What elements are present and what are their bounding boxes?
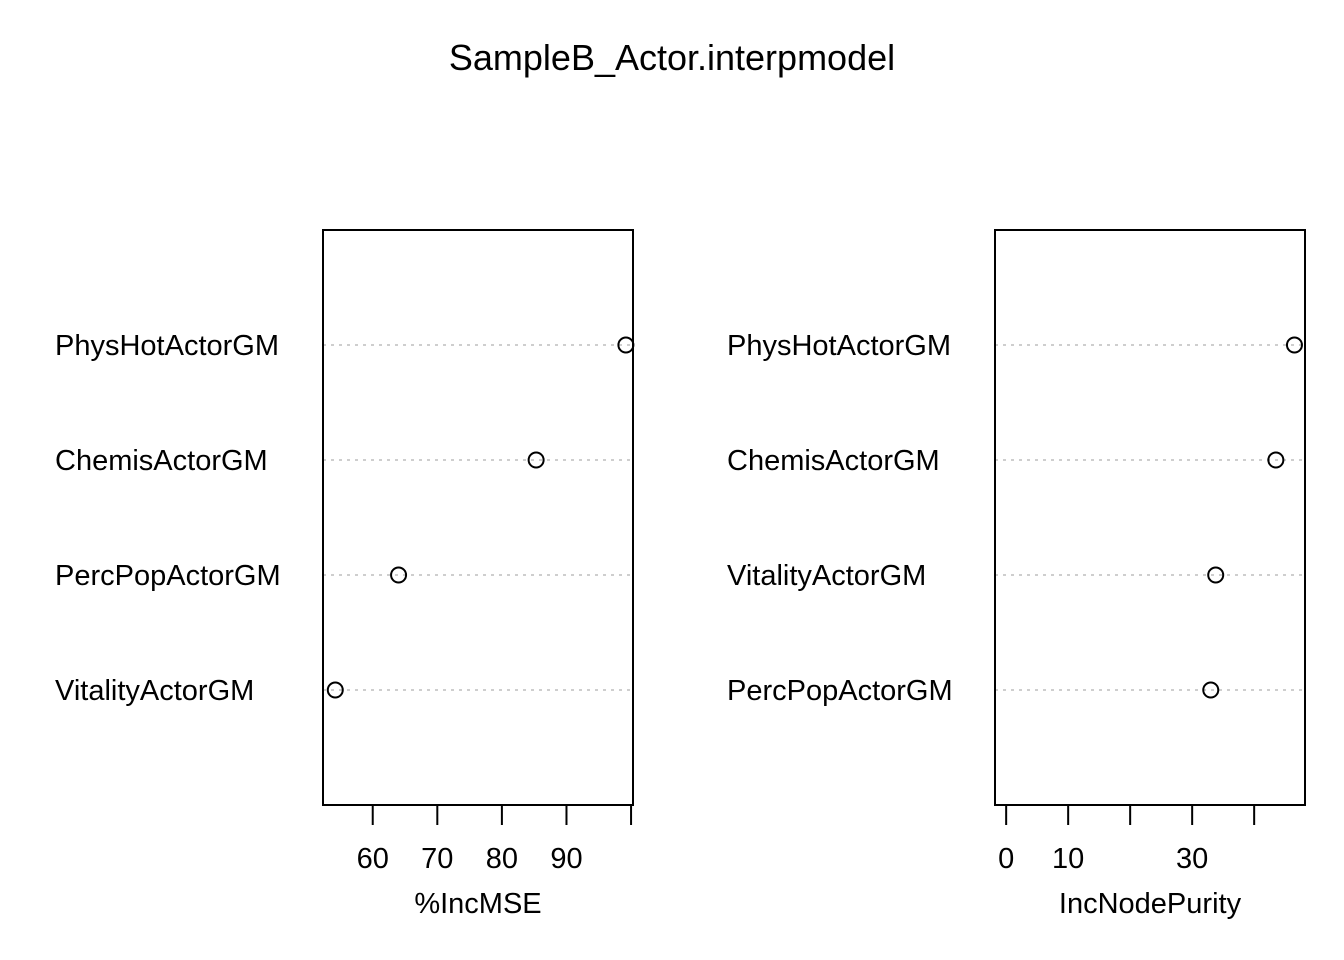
data-point xyxy=(1267,451,1285,469)
data-point xyxy=(1285,336,1303,354)
x-tick-label: 60 xyxy=(357,843,389,875)
plot-frame xyxy=(322,229,634,806)
category-label: VitalityActorGM xyxy=(727,560,926,592)
category-label: PhysHotActorGM xyxy=(727,330,951,362)
category-label: PercPopActorGM xyxy=(727,675,953,707)
data-point xyxy=(390,566,408,584)
category-label: PercPopActorGM xyxy=(55,560,281,592)
data-point xyxy=(527,451,545,469)
x-tick-label: 80 xyxy=(486,843,518,875)
plot-frame xyxy=(994,229,1306,806)
data-point xyxy=(1207,566,1225,584)
category-label: VitalityActorGM xyxy=(55,675,254,707)
data-point xyxy=(1202,681,1220,699)
x-axis-title: IncNodePurity xyxy=(1059,888,1242,920)
category-label: PhysHotActorGM xyxy=(55,330,279,362)
x-axis-title: %IncMSE xyxy=(414,888,541,920)
x-tick-label: 30 xyxy=(1176,843,1208,875)
left-panel: PhysHotActorGM ChemisActorGM PercPopActorG… xyxy=(55,229,635,920)
data-point xyxy=(326,681,344,699)
x-tick-label: 90 xyxy=(550,843,582,875)
x-tick-label: 70 xyxy=(421,843,453,875)
chart-title: SampleB_Actor.interpmodel xyxy=(449,37,895,78)
right-panel: PhysHotActorGM ChemisActorGM VitalityActor… xyxy=(727,229,1306,920)
x-tick-label: 0 xyxy=(998,843,1014,875)
category-label: ChemisActorGM xyxy=(727,445,940,477)
data-point xyxy=(617,336,635,354)
category-label: ChemisActorGM xyxy=(55,445,268,477)
x-tick-label: 10 xyxy=(1052,843,1084,875)
